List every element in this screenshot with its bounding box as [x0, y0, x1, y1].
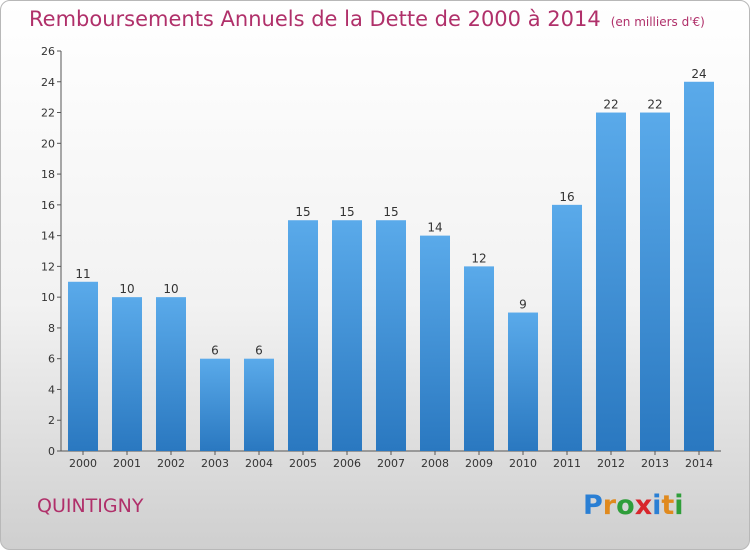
logo-letter: i: [652, 490, 662, 521]
y-tick-label: 8: [48, 322, 55, 335]
bar-value-label: 15: [339, 205, 354, 219]
bar: [596, 112, 626, 452]
bar-value-label: 15: [295, 205, 310, 219]
bar-value-label: 15: [383, 205, 398, 219]
commune-name: QUINTIGNY: [37, 495, 144, 517]
chart-title: Remboursements Annuels de la Dette de 20…: [29, 7, 705, 31]
bar: [332, 220, 362, 451]
x-tick-label: 2004: [245, 457, 273, 470]
x-tick-label: 2014: [685, 457, 713, 470]
bar-value-label: 6: [211, 344, 219, 358]
y-tick-label: 6: [48, 353, 55, 366]
bar-value-label: 12: [471, 251, 486, 265]
bar-value-label: 16: [559, 190, 574, 204]
x-tick-label: 2006: [333, 457, 361, 470]
y-tick-label: 20: [41, 137, 55, 150]
bar: [684, 81, 714, 452]
bar-value-label: 22: [647, 98, 662, 112]
x-tick-label: 2011: [553, 457, 581, 470]
x-tick-label: 2005: [289, 457, 317, 470]
y-tick-label: 2: [48, 414, 55, 427]
bar: [640, 112, 670, 452]
bar: [376, 220, 406, 451]
chart-subtitle: (en milliers d'€): [610, 15, 705, 29]
bar: [464, 266, 494, 451]
x-tick-label: 2003: [201, 457, 229, 470]
logo-letter: o: [616, 490, 635, 521]
bar-value-label: 10: [163, 282, 178, 296]
x-tick-label: 2008: [421, 457, 449, 470]
bar-value-label: 24: [691, 67, 706, 81]
bar: [112, 297, 142, 451]
bar-value-label: 6: [255, 344, 263, 358]
bar: [68, 281, 98, 451]
logo-letter: i: [674, 490, 684, 521]
y-tick-label: 10: [41, 291, 55, 304]
bar-value-label: 11: [75, 267, 90, 281]
y-tick-label: 0: [48, 445, 55, 458]
y-tick-label: 18: [41, 168, 55, 181]
bar-value-label: 22: [603, 98, 618, 112]
logo-letter: t: [661, 490, 675, 521]
bar-value-label: 9: [519, 298, 527, 312]
x-tick-label: 2012: [597, 457, 625, 470]
y-tick-label: 16: [41, 199, 55, 212]
y-tick-label: 12: [41, 260, 55, 273]
y-tick-label: 24: [41, 76, 55, 89]
y-tick-label: 22: [41, 107, 55, 120]
x-tick-label: 2007: [377, 457, 405, 470]
y-tick-label: 14: [41, 230, 55, 243]
bar-value-label: 10: [119, 282, 134, 296]
chart-title-text: Remboursements Annuels de la Dette de 20…: [29, 7, 601, 31]
logo-letter: P: [583, 490, 603, 521]
bar: [552, 204, 582, 451]
logo-letter: r: [602, 490, 617, 521]
bar: [200, 358, 230, 451]
bar: [508, 312, 538, 451]
y-tick-label: 26: [41, 45, 55, 58]
x-tick-label: 2009: [465, 457, 493, 470]
x-tick-label: 2001: [113, 457, 141, 470]
x-tick-label: 2013: [641, 457, 669, 470]
logo-letter: x: [634, 490, 653, 521]
bar: [288, 220, 318, 451]
bar-value-label: 14: [427, 221, 442, 235]
bar: [244, 358, 274, 451]
x-tick-label: 2002: [157, 457, 185, 470]
x-tick-label: 2010: [509, 457, 537, 470]
bar: [420, 235, 450, 451]
bar: [156, 297, 186, 451]
y-tick-label: 4: [48, 383, 55, 396]
proxiti-logo: Proxiti: [583, 490, 684, 521]
x-tick-label: 2000: [69, 457, 97, 470]
